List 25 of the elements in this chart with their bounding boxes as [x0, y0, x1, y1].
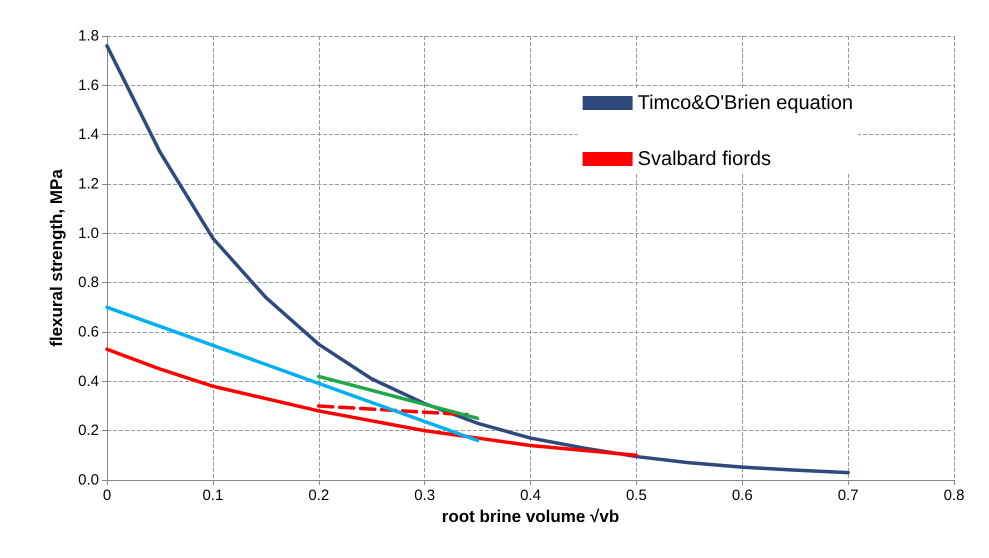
- y-tick-label: 1.0: [78, 224, 99, 242]
- x-tick-label: 0.2: [308, 487, 330, 504]
- x-tick-label: 0.7: [838, 487, 859, 504]
- y-tick-label: 1.4: [78, 126, 99, 144]
- y-tick-label: 0.2: [78, 422, 99, 440]
- x-tick-label: 0.3: [414, 487, 436, 504]
- x-axis-title: root brine volume √vb: [442, 506, 620, 526]
- y-tick-label: 1.6: [78, 76, 99, 94]
- y-tick-label: 1.8: [78, 28, 99, 44]
- x-tick-label: 0.6: [732, 487, 753, 504]
- legend-label: Svalbard fiords: [638, 148, 772, 170]
- x-tick-label: 0.8: [944, 487, 964, 504]
- line-series: [105, 44, 850, 474]
- legend-label: Timco&O'Brien equation: [638, 92, 854, 114]
- y-tick-label: 0.6: [78, 324, 99, 340]
- x-tick-label: 0.4: [520, 487, 541, 504]
- y-tick-label: 0.8: [78, 274, 99, 292]
- x-tick-label: 0.1: [202, 487, 224, 504]
- line-series: [105, 348, 638, 458]
- y-tick-label: 0.4: [78, 372, 99, 390]
- x-tick-label: 0.5: [626, 487, 647, 504]
- x-tick-label: 0: [102, 487, 112, 504]
- y-axis-title: flexural strength, MPa: [47, 168, 66, 347]
- y-tick-label: 0.0: [78, 472, 99, 488]
- y-tick-label: 1.2: [78, 176, 99, 192]
